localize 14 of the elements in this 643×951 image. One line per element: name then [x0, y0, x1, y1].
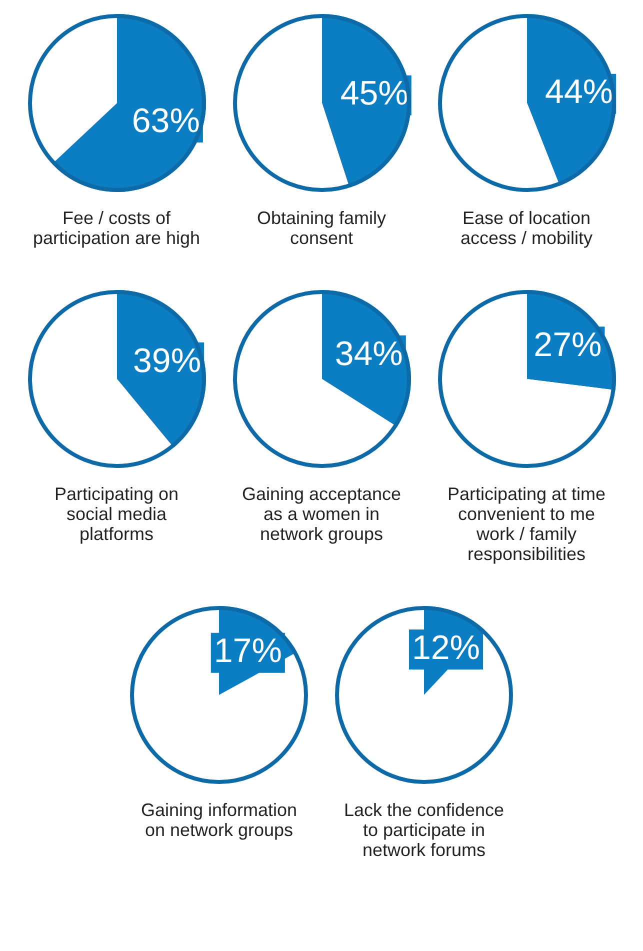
text: Lack the confidence to participate in network forums [342, 800, 506, 860]
data-label: 34% [334, 334, 402, 373]
data-label: 27% [533, 326, 602, 364]
text: Obtaining family consent [256, 208, 388, 248]
data-label: 45% [340, 74, 408, 113]
text: Participating at time convenient to me work / family responsibilities [446, 484, 607, 564]
text: Participating on social media platforms [53, 484, 180, 544]
data-label: 39% [132, 342, 201, 380]
data-label: 44% [544, 73, 613, 112]
data-label: 63% [131, 102, 200, 140]
text: Fee / costs of participation are high [32, 208, 202, 248]
text: Gaining acceptance as a women in network groups [240, 484, 402, 544]
text: Gaining information on network groups [140, 800, 298, 840]
text: Ease of location access / mobility [459, 208, 594, 248]
